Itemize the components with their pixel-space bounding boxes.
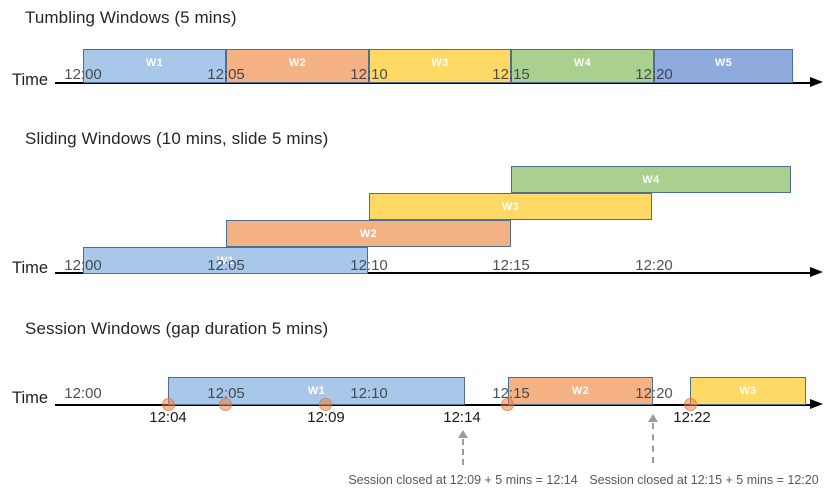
close-time-label-12-14: 12:14 xyxy=(443,409,481,426)
sliding-timeline-arrowhead-icon xyxy=(810,267,823,277)
sliding-tick-12-15: 12:15 xyxy=(492,257,530,274)
event-dot-12-22 xyxy=(684,398,697,411)
tumbling-window-w1: W1 xyxy=(83,49,226,83)
dashed-up-arrow-icon xyxy=(648,414,658,422)
sliding-tick-12-05: 12:05 xyxy=(207,257,245,274)
session-tick-12-10: 12:10 xyxy=(350,385,388,402)
tumbling-section-title: Tumbling Windows (5 mins) xyxy=(25,8,237,27)
sliding-timeline xyxy=(55,272,812,274)
session-section-title: Session Windows (gap duration 5 mins) xyxy=(25,319,329,338)
session-timeline xyxy=(55,404,812,406)
tumbling-timeline-arrowhead-icon xyxy=(810,77,823,87)
tumbling-tick-12-20: 12:20 xyxy=(635,66,673,83)
session-timeline-arrowhead-icon xyxy=(810,399,823,409)
dashed-arrow-line xyxy=(462,439,464,465)
window-label: W5 xyxy=(714,57,733,69)
window-label: W3 xyxy=(739,385,757,397)
window-label: W1 xyxy=(307,385,326,397)
tumbling-timeline xyxy=(55,82,812,84)
sliding-window-w3: W3 xyxy=(369,193,652,220)
tumbling-time-axis-label: Time xyxy=(12,71,49,89)
sliding-time-axis-label: Time xyxy=(12,259,49,277)
sliding-tick-12-10: 12:10 xyxy=(350,257,388,274)
session-window-w2: W2 xyxy=(508,377,653,405)
session-tick-12-05: 12:05 xyxy=(207,385,245,402)
event-dot-12-04 xyxy=(162,398,175,411)
window-label: W1 xyxy=(216,254,235,267)
tumbling-tick-12-10: 12:10 xyxy=(350,66,388,83)
window-label: W2 xyxy=(288,57,307,69)
window-label: W3 xyxy=(431,57,449,69)
event-dot-12-06 xyxy=(219,398,232,411)
sliding-section-title: Sliding Windows (10 mins, slide 5 mins) xyxy=(25,129,329,148)
session-close-annotation-1: Session closed at 12:09 + 5 mins = 12:14 xyxy=(348,473,578,487)
session-tick-12-20: 12:20 xyxy=(635,385,673,402)
session-tick-12-15: 12:15 xyxy=(492,385,530,402)
tumbling-tick-12-05: 12:05 xyxy=(207,66,245,83)
session-time-axis-label: Time xyxy=(12,389,49,407)
window-label: W2 xyxy=(359,227,378,240)
sliding-tick-12-00: 12:00 xyxy=(64,257,102,274)
event-time-label-12-09: 12:09 xyxy=(307,409,345,426)
sliding-tick-12-20: 12:20 xyxy=(635,257,673,274)
sliding-window-w4: W4 xyxy=(511,166,791,193)
session-tick-12-00: 12:00 xyxy=(64,385,102,402)
session-window-w3: W3 xyxy=(690,377,806,405)
tumbling-window-w3: W3 xyxy=(369,49,511,83)
event-time-label-12-22: 12:22 xyxy=(673,409,711,426)
tumbling-window-w2: W2 xyxy=(226,49,369,83)
session-close-annotation-2: Session closed at 12:15 + 5 mins = 12:20 xyxy=(589,473,819,487)
dashed-arrow-line xyxy=(652,423,654,463)
tumbling-tick-12-00: 12:00 xyxy=(64,66,102,83)
window-label: W2 xyxy=(571,385,590,397)
tumbling-window-w4: W4 xyxy=(511,49,654,83)
event-time-label-12-04: 12:04 xyxy=(149,409,187,426)
event-dot-12-09 xyxy=(319,398,332,411)
sliding-window-w1: W1 xyxy=(83,247,368,274)
tumbling-tick-12-15: 12:15 xyxy=(492,66,530,83)
event-dot-12-15 xyxy=(501,398,514,411)
session-window-w1: W1 xyxy=(168,377,465,405)
window-label: W4 xyxy=(642,173,660,186)
window-label: W3 xyxy=(501,200,520,213)
window-label: W4 xyxy=(573,57,592,69)
tumbling-window-w5: W5 xyxy=(654,49,793,83)
dashed-up-arrow-icon xyxy=(458,430,468,438)
window-label: W1 xyxy=(145,57,164,69)
sliding-window-w2: W2 xyxy=(226,220,511,247)
